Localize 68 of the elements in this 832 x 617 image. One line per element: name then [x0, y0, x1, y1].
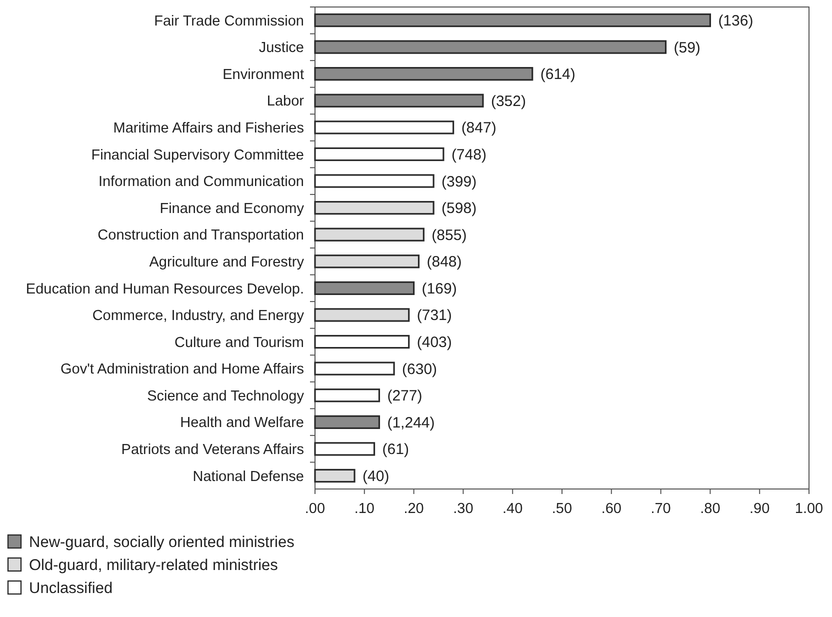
annotation: (277)	[387, 388, 422, 405]
annotation: (40)	[362, 468, 390, 485]
annotation: (169)	[422, 280, 457, 298]
bar	[314, 388, 380, 402]
y-tick-label: Health and Welfare	[180, 415, 304, 432]
bar	[314, 334, 410, 349]
bar	[314, 147, 444, 162]
annotation: (59)	[674, 39, 700, 56]
annotation: (848)	[426, 254, 462, 271]
y-tick-label: Agriculture and Forestry	[149, 254, 305, 270]
annotation: (1,244)	[387, 414, 435, 432]
annotation: (855)	[432, 226, 467, 244]
y-tick-label: Science and Technology	[147, 388, 305, 404]
annotation: (403)	[416, 334, 452, 352]
bar	[314, 200, 434, 215]
bar	[314, 120, 454, 134]
x-tick-label: 1.00	[794, 501, 824, 517]
y-tick-label: Patriots and Veterans Affairs	[121, 442, 304, 458]
bar	[314, 415, 380, 429]
x-tick-label: .40	[502, 501, 523, 517]
y-tick-label: Construction and Transportation	[98, 228, 304, 244]
x-tick-label: .70	[650, 501, 671, 517]
legend-label: Old-guard, military-related ministries	[29, 556, 278, 574]
y-tick-label: Information and Communication	[98, 174, 304, 190]
x-tick-label: .90	[750, 501, 770, 517]
y-tick-label: Education and Human Resources Develop.	[26, 281, 304, 298]
annotation: (598)	[442, 200, 477, 218]
annotation: (630)	[402, 360, 438, 378]
x-tick-label: .30	[453, 501, 474, 517]
y-tick-label: Finance and Economy	[160, 200, 305, 217]
legend-label: Unclassified	[29, 580, 113, 597]
x-tick-label: .80	[700, 501, 720, 517]
bar	[314, 308, 410, 322]
bar	[314, 174, 434, 188]
x-tick-label: .60	[601, 501, 622, 517]
y-tick-label: Environment	[222, 66, 304, 83]
x-tick-label: .10	[354, 501, 374, 517]
y-tick-label: Justice	[258, 40, 304, 56]
annotation: (61)	[382, 441, 409, 458]
annotation: (847)	[461, 120, 496, 137]
annotation: (399)	[442, 173, 477, 190]
y-tick-label: Labor	[266, 94, 304, 110]
bar	[314, 281, 415, 296]
bar	[314, 228, 424, 242]
bar	[314, 442, 376, 456]
y-tick-label: Financial Supervisory Committee	[91, 147, 304, 164]
bar	[314, 13, 711, 28]
y-tick-label: Maritime Affairs and Fisheries	[113, 120, 304, 137]
y-tick-label: Culture and Tourism	[174, 334, 304, 351]
annotation: (614)	[540, 66, 576, 84]
y-tick-label: Gov't Administration and Home Affairs	[60, 362, 304, 378]
y-tick-label: National Defense	[192, 468, 304, 485]
bar	[314, 40, 667, 54]
y-tick-label: Fair Trade Commission	[154, 13, 304, 30]
annotation: (748)	[451, 146, 486, 164]
x-tick-label: .20	[404, 501, 424, 517]
bar	[314, 468, 356, 483]
y-tick-label: Commerce, Industry, and Energy	[92, 308, 305, 324]
legend-label: New-guard, socially oriented ministries	[29, 534, 295, 551]
annotation: (731)	[416, 307, 452, 324]
bar	[314, 254, 420, 268]
bar	[314, 94, 484, 108]
x-tick-label: .00	[304, 501, 326, 517]
bar	[314, 362, 395, 376]
annotation: (352)	[490, 92, 526, 110]
bar	[314, 67, 534, 81]
x-tick-label: .50	[552, 501, 572, 517]
annotation: (136)	[718, 12, 754, 30]
